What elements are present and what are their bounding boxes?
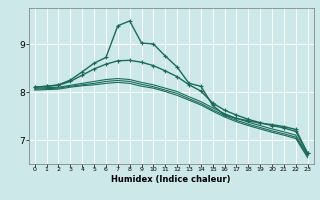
X-axis label: Humidex (Indice chaleur): Humidex (Indice chaleur) bbox=[111, 175, 231, 184]
